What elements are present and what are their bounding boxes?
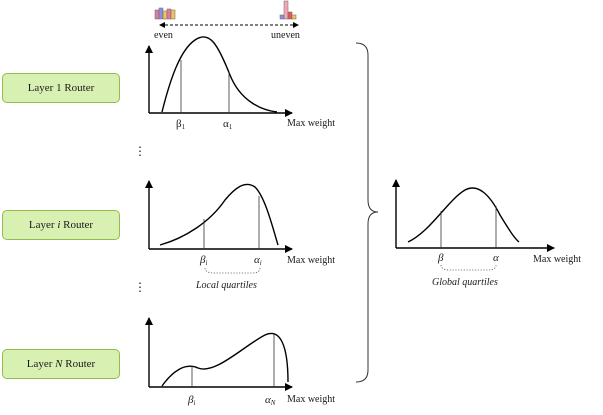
local-quartiles-label: Local quartiles xyxy=(195,280,257,291)
plot-1-x-label: Max weight xyxy=(287,118,335,129)
plot-n-alpha-sub: N xyxy=(270,399,276,407)
layer-1-router-box: Layer 1 Router xyxy=(2,73,120,103)
layer-1-router-prefix: Layer xyxy=(27,82,57,94)
layer-n-router-label: Layer N Router xyxy=(27,358,95,370)
plot-1-beta-label: β1 xyxy=(176,118,186,131)
ellipsis-1: ⋮ xyxy=(134,144,146,158)
layer-1-router-label: Layer 1 Router xyxy=(28,82,95,94)
plot-n-alpha-label: αN xyxy=(265,394,276,407)
local-quartiles-bracket xyxy=(204,267,261,274)
uneven-label: uneven xyxy=(271,30,300,41)
global-beta-label: β xyxy=(437,252,444,264)
even-bar-2 xyxy=(158,7,164,20)
plot-1-alpha-label: α1 xyxy=(223,118,233,131)
uneven-bar-2 xyxy=(283,0,289,20)
layer-1-distribution-plot: β1 α1 Max weight xyxy=(145,36,335,131)
plot-i-beta-label: βi xyxy=(199,254,207,267)
plot-i-alpha-sub: i xyxy=(260,259,262,267)
global-distribution-plot: β α Max weight Global quartiles xyxy=(392,179,581,288)
layer-n-router-box: Layer N Router xyxy=(2,349,120,379)
layer-1-router-index: 1 xyxy=(56,82,62,94)
layer-1-router-suffix: Router xyxy=(61,82,95,94)
layer-i-router-box: Layer i Router xyxy=(2,210,120,240)
global-curve xyxy=(407,187,520,243)
plot-n-beta-sub: i xyxy=(193,399,195,407)
plot-i-x-label: Max weight xyxy=(287,255,335,266)
aggregation-brace xyxy=(355,42,379,383)
uneven-bar-1 xyxy=(279,14,285,20)
uneven-bar-4 xyxy=(291,14,297,20)
plot-1-alpha-symbol: α xyxy=(223,118,229,130)
plot-1-alpha-sub: 1 xyxy=(229,123,233,131)
ellipsis-2: ⋮ xyxy=(134,280,146,294)
layer-i-router-prefix: Layer xyxy=(28,219,58,231)
plot-i-alpha-label: αi xyxy=(254,254,262,267)
plot-i-curve xyxy=(159,183,279,246)
plot-i-beta-symbol: β xyxy=(199,254,206,266)
plot-n-curve xyxy=(161,332,289,387)
global-quartiles-label: Global quartiles xyxy=(432,277,498,288)
even-label: even xyxy=(154,30,173,41)
plot-i-alpha-symbol: α xyxy=(254,254,260,266)
uneven-bar-3 xyxy=(287,11,293,20)
layer-n-router-suffix: Router xyxy=(62,358,96,370)
layer-i-router-label: Layer i Router xyxy=(29,219,93,231)
even-bar-5 xyxy=(170,9,176,20)
layer-i-distribution-plot: βi αi Max weight Local quartiles xyxy=(145,180,335,291)
plot-1-beta-symbol: β xyxy=(176,118,182,130)
even-bar-1 xyxy=(154,9,160,20)
plot-n-beta-label: βi xyxy=(187,394,195,407)
plot-i-beta-sub: i xyxy=(205,259,207,267)
layer-i-router-index: i xyxy=(57,219,61,231)
layer-n-router-index: N xyxy=(55,358,63,370)
even-histogram-icon xyxy=(154,7,176,20)
global-x-label: Max weight xyxy=(533,254,581,265)
layer-i-router-suffix: Router xyxy=(60,219,94,231)
plot-n-x-label: Max weight xyxy=(287,394,335,405)
plot-n-beta-symbol: β xyxy=(187,394,194,406)
global-quartiles-bracket xyxy=(440,264,497,271)
layer-n-distribution-plot: βi αN Max weight xyxy=(145,317,335,407)
layer-n-router-prefix: Layer xyxy=(26,358,56,370)
even-bar-4 xyxy=(166,8,172,20)
plot-n-alpha-symbol: α xyxy=(265,394,271,406)
global-alpha-label: α xyxy=(493,252,499,264)
plot-1-beta-sub: 1 xyxy=(182,123,186,131)
evenness-scale: even uneven xyxy=(154,0,300,41)
plot-1-curve xyxy=(161,36,278,113)
even-bar-3 xyxy=(162,10,168,20)
uneven-histogram-icon xyxy=(279,0,297,20)
